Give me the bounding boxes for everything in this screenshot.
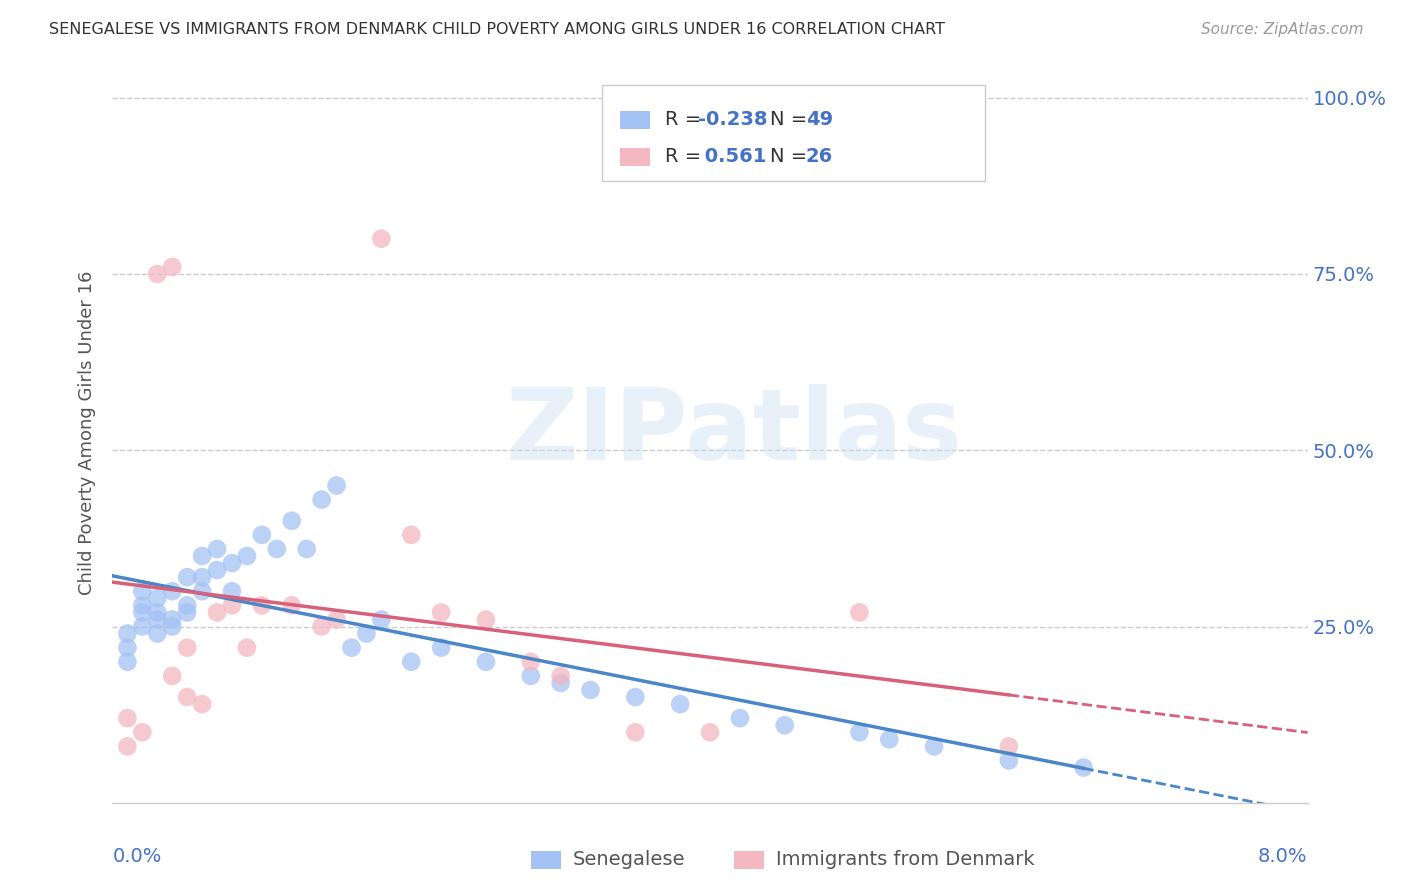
Point	[176, 570, 198, 584]
Text: N =: N =	[770, 111, 813, 129]
Point	[295, 541, 318, 556]
Text: 0.0%: 0.0%	[112, 847, 162, 866]
Text: 0.561: 0.561	[699, 147, 766, 166]
Point	[117, 626, 139, 640]
Point	[922, 739, 945, 754]
Point	[311, 619, 333, 633]
Point	[699, 725, 721, 739]
Text: ZIPatlas: ZIPatlas	[506, 384, 962, 481]
Point	[475, 612, 498, 626]
Point	[250, 528, 273, 542]
Y-axis label: Child Poverty Among Girls Under 16: Child Poverty Among Girls Under 16	[77, 270, 96, 595]
Point	[162, 612, 183, 626]
Point	[340, 640, 363, 655]
Point	[877, 732, 901, 747]
Point	[401, 528, 423, 542]
Point	[430, 606, 453, 620]
Point	[430, 640, 453, 655]
Point	[848, 725, 870, 739]
Point	[311, 492, 333, 507]
Point	[475, 655, 498, 669]
Text: SENEGALESE VS IMMIGRANTS FROM DENMARK CHILD POVERTY AMONG GIRLS UNDER 16 CORRELA: SENEGALESE VS IMMIGRANTS FROM DENMARK CH…	[49, 22, 945, 37]
Point	[191, 549, 214, 563]
Point	[520, 655, 543, 669]
Point	[146, 606, 169, 620]
Point	[221, 556, 243, 570]
FancyBboxPatch shape	[620, 147, 651, 166]
Text: N =: N =	[770, 147, 813, 166]
Point	[550, 669, 572, 683]
Point	[131, 606, 153, 620]
Point	[356, 626, 378, 640]
Point	[236, 549, 259, 563]
Point	[370, 612, 392, 626]
Point	[205, 606, 228, 620]
Point	[221, 584, 243, 599]
Point	[250, 599, 273, 613]
Point	[624, 690, 647, 704]
Point	[131, 725, 153, 739]
Point	[117, 711, 139, 725]
Text: 49: 49	[806, 111, 832, 129]
Point	[998, 739, 1021, 754]
Point	[146, 591, 169, 606]
Point	[146, 626, 169, 640]
Point	[176, 606, 198, 620]
Point	[848, 606, 870, 620]
FancyBboxPatch shape	[603, 85, 986, 181]
Point	[370, 232, 392, 246]
Point	[281, 514, 304, 528]
Point	[162, 619, 183, 633]
Point	[550, 676, 572, 690]
Point	[669, 697, 692, 711]
Point	[221, 599, 243, 613]
Point	[162, 669, 183, 683]
Point	[401, 655, 423, 669]
Point	[131, 584, 153, 599]
Point	[205, 563, 228, 577]
FancyBboxPatch shape	[620, 111, 651, 129]
Text: -0.238: -0.238	[699, 111, 768, 129]
Point	[728, 711, 751, 725]
Point	[162, 584, 183, 599]
Point	[131, 599, 153, 613]
FancyBboxPatch shape	[531, 851, 561, 870]
Text: Senegalese: Senegalese	[572, 850, 685, 870]
Point	[1073, 760, 1095, 774]
Point	[773, 718, 796, 732]
Point	[191, 697, 214, 711]
Point	[266, 541, 288, 556]
Point	[176, 640, 198, 655]
FancyBboxPatch shape	[734, 851, 763, 870]
Point	[176, 690, 198, 704]
Point	[162, 260, 183, 274]
Point	[131, 619, 153, 633]
Point	[281, 599, 304, 613]
Text: R =: R =	[665, 147, 707, 166]
Point	[998, 754, 1021, 768]
Point	[117, 655, 139, 669]
Text: 26: 26	[806, 147, 832, 166]
Point	[624, 725, 647, 739]
Text: Immigrants from Denmark: Immigrants from Denmark	[776, 850, 1035, 870]
Text: 8.0%: 8.0%	[1258, 847, 1308, 866]
Point	[325, 612, 347, 626]
Point	[117, 739, 139, 754]
Point	[146, 267, 169, 281]
Point	[176, 599, 198, 613]
Text: Source: ZipAtlas.com: Source: ZipAtlas.com	[1201, 22, 1364, 37]
Point	[325, 478, 347, 492]
Point	[205, 541, 228, 556]
Point	[579, 683, 602, 698]
Point	[191, 584, 214, 599]
Text: R =: R =	[665, 111, 707, 129]
Point	[520, 669, 543, 683]
Point	[236, 640, 259, 655]
Point	[117, 640, 139, 655]
Point	[146, 612, 169, 626]
Point	[191, 570, 214, 584]
